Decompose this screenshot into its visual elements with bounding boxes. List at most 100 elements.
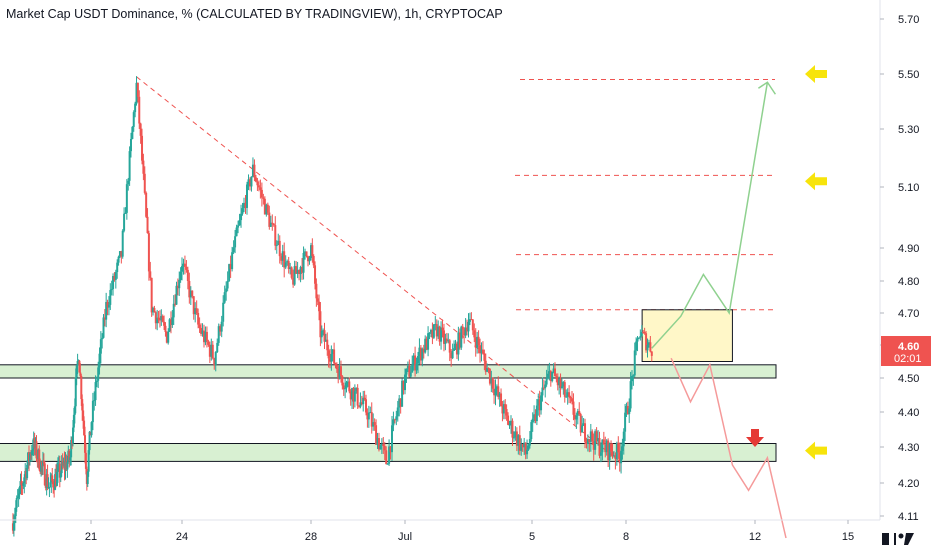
candle[interactable] (617, 436, 620, 459)
candle[interactable] (181, 257, 183, 281)
candle[interactable] (330, 345, 333, 371)
candle[interactable] (406, 361, 409, 373)
candle[interactable] (146, 208, 149, 234)
candle[interactable] (121, 229, 124, 259)
candle[interactable] (379, 444, 382, 450)
candle[interactable] (375, 419, 378, 445)
candle[interactable] (93, 391, 96, 411)
candle[interactable] (60, 455, 63, 477)
candle[interactable] (315, 278, 318, 307)
candle[interactable] (304, 248, 307, 260)
candle[interactable] (116, 259, 119, 279)
candle[interactable] (48, 486, 51, 498)
candle[interactable] (234, 229, 237, 254)
candle[interactable] (256, 177, 259, 191)
candle[interactable] (254, 174, 257, 183)
projection-up-path[interactable] (651, 82, 769, 349)
candle[interactable] (149, 261, 152, 281)
candle[interactable] (453, 340, 456, 351)
candlestick-series[interactable] (11, 76, 653, 537)
candle[interactable] (160, 309, 163, 326)
candle[interactable] (125, 179, 128, 220)
candle[interactable] (372, 413, 375, 431)
candle[interactable] (316, 294, 319, 306)
candle[interactable] (646, 338, 649, 358)
candle[interactable] (366, 408, 369, 428)
candle[interactable] (534, 409, 537, 424)
candle[interactable] (78, 359, 81, 373)
candle[interactable] (545, 369, 548, 387)
candle[interactable] (176, 278, 179, 296)
candle[interactable] (355, 387, 358, 394)
candle[interactable] (163, 315, 166, 330)
candle[interactable] (152, 306, 155, 316)
candle[interactable] (296, 261, 299, 279)
candle[interactable] (103, 309, 106, 327)
candle[interactable] (412, 353, 415, 371)
candle[interactable] (94, 375, 97, 406)
candle[interactable] (578, 402, 581, 416)
candle[interactable] (388, 439, 391, 466)
candle[interactable] (523, 437, 526, 456)
candle[interactable] (169, 311, 172, 334)
candle[interactable] (75, 364, 78, 386)
candle[interactable] (454, 339, 457, 351)
candle[interactable] (86, 470, 89, 487)
candle[interactable] (385, 446, 388, 465)
candle[interactable] (458, 328, 461, 350)
candle[interactable] (346, 378, 349, 387)
candle[interactable] (138, 90, 141, 129)
candle[interactable] (618, 442, 621, 472)
candle[interactable] (608, 442, 611, 470)
candle[interactable] (558, 376, 561, 395)
candle[interactable] (560, 377, 563, 390)
candle[interactable] (602, 431, 605, 445)
candle[interactable] (367, 405, 370, 428)
candle[interactable] (484, 353, 487, 375)
candle[interactable] (444, 333, 447, 351)
candle[interactable] (620, 442, 623, 474)
candle[interactable] (591, 429, 594, 445)
candle[interactable] (205, 326, 208, 348)
candle[interactable] (195, 300, 198, 315)
candle[interactable] (393, 418, 396, 424)
candle[interactable] (370, 402, 373, 434)
candle[interactable] (112, 273, 115, 296)
candle[interactable] (566, 388, 569, 405)
candle[interactable] (342, 382, 345, 396)
candle[interactable] (435, 319, 438, 341)
candle[interactable] (474, 328, 477, 357)
candle[interactable] (386, 462, 389, 465)
candle[interactable] (211, 340, 214, 360)
candle[interactable] (544, 380, 547, 398)
candle[interactable] (299, 265, 302, 283)
candle[interactable] (359, 392, 362, 409)
candle[interactable] (101, 333, 104, 349)
candle[interactable] (441, 319, 444, 338)
candle[interactable] (204, 326, 207, 346)
candle[interactable] (508, 420, 511, 429)
candle[interactable] (356, 384, 359, 409)
candle[interactable] (223, 285, 226, 304)
candle[interactable] (327, 344, 330, 368)
candle[interactable] (272, 223, 275, 227)
candle[interactable] (518, 425, 521, 456)
candle[interactable] (281, 244, 284, 267)
candle[interactable] (43, 460, 46, 487)
candle[interactable] (171, 310, 174, 328)
candle[interactable] (390, 416, 393, 461)
candle[interactable] (607, 438, 610, 468)
candle[interactable] (540, 392, 543, 415)
candle[interactable] (637, 337, 640, 340)
candle[interactable] (442, 323, 445, 352)
candle[interactable] (517, 434, 520, 455)
candle[interactable] (191, 290, 194, 299)
candle[interactable] (323, 322, 326, 350)
candle[interactable] (318, 294, 321, 321)
candle[interactable] (588, 438, 591, 453)
candle[interactable] (535, 398, 538, 426)
candle[interactable] (650, 351, 653, 362)
candle[interactable] (461, 323, 464, 339)
candle[interactable] (622, 428, 625, 455)
candle[interactable] (389, 446, 392, 460)
